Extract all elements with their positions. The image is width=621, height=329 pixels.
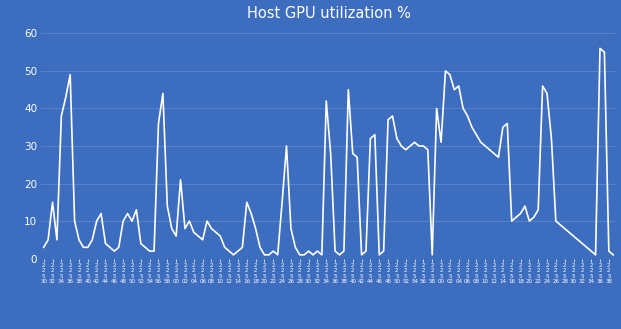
Title: Host GPU utilization %: Host GPU utilization %	[247, 6, 410, 20]
